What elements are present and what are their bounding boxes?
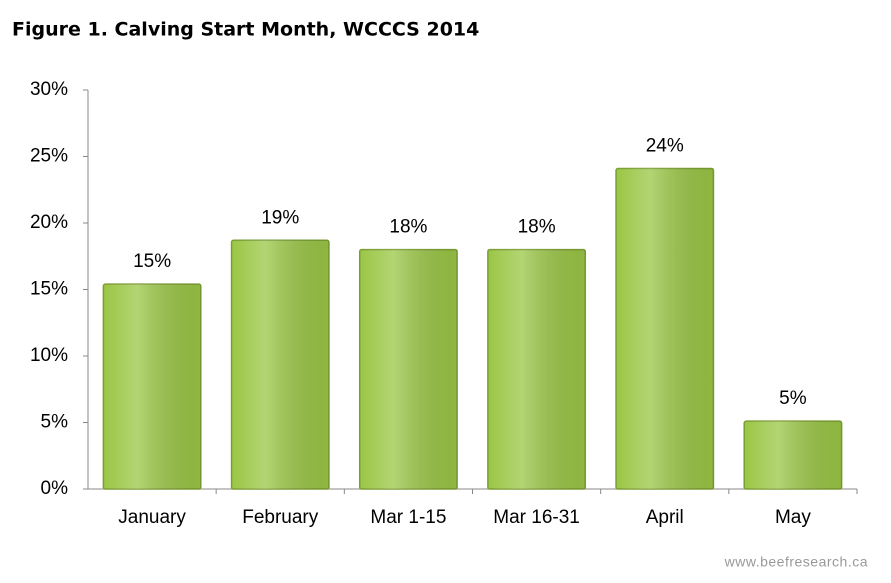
bar (102, 283, 202, 490)
x-tick-label: Mar 1-15 (370, 507, 446, 528)
bar (615, 167, 715, 490)
chart-title: Figure 1. Calving Start Month, WCCCS 201… (12, 19, 479, 41)
x-tick-label: April (646, 507, 684, 528)
value-label: 18% (389, 217, 427, 238)
value-label: 24% (646, 135, 684, 156)
x-tick-label: Mar 16-31 (493, 507, 580, 528)
source: www.beefresearch.ca (724, 554, 868, 570)
bar (743, 420, 843, 490)
x-tick-label: January (118, 507, 186, 528)
x-tick-label: May (775, 507, 811, 528)
y-tick-label: 15% (30, 279, 68, 300)
bar (230, 239, 330, 490)
value-label: 15% (133, 251, 171, 272)
bar (487, 248, 587, 490)
y-tick-label: 20% (30, 212, 68, 233)
x-tick-label: February (242, 507, 319, 528)
value-label: 5% (779, 388, 807, 409)
y-tick-label: 10% (30, 345, 68, 366)
y-tick-label: 25% (30, 146, 68, 167)
value-label: 18% (518, 217, 556, 238)
y-tick-label: 30% (30, 79, 68, 100)
bar (358, 248, 458, 490)
value-label: 19% (261, 207, 299, 228)
y-tick-label: 0% (41, 478, 69, 499)
y-tick-label: 5% (41, 412, 69, 433)
